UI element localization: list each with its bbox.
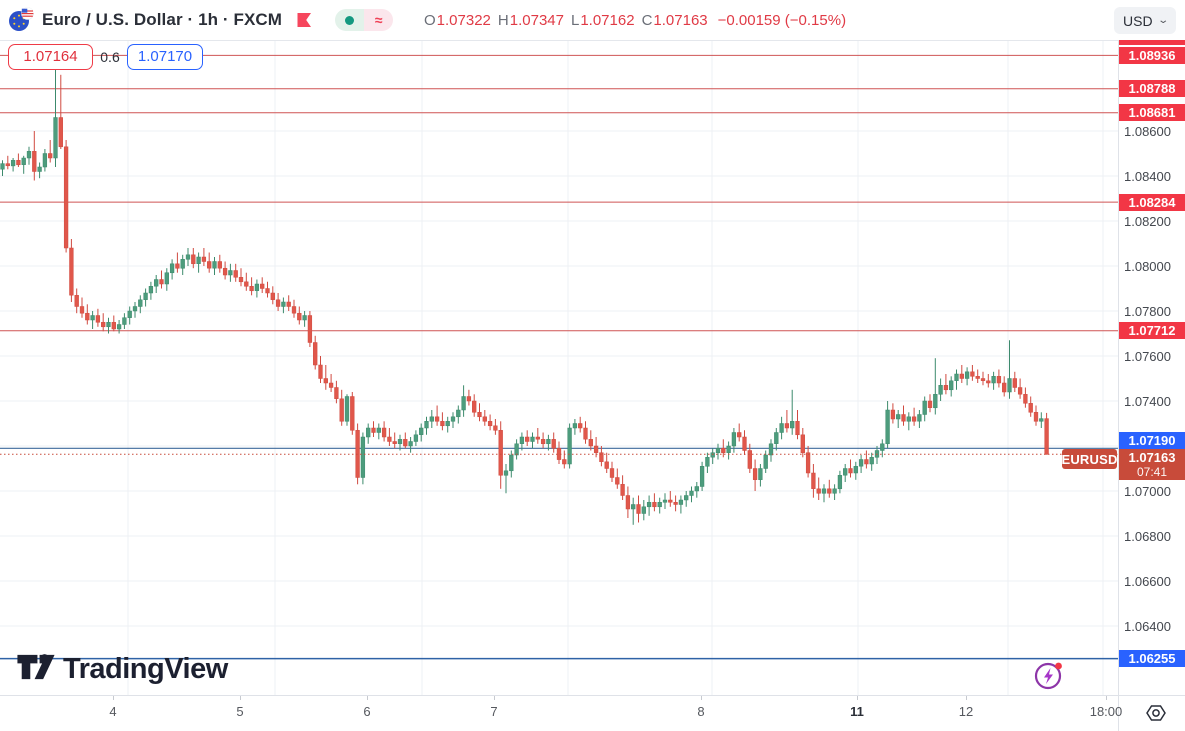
candlestick-chart[interactable] [0, 0, 1118, 695]
high-label: H [497, 11, 509, 29]
clipped-alert-label [1119, 40, 1185, 45]
alert-price-label[interactable]: 1.07712 [1119, 322, 1185, 340]
time-axis[interactable]: 4 5 6 7 8 11 12 18:00 [0, 696, 1122, 731]
eur-usd-flags-icon [8, 7, 34, 33]
low-label: L [570, 11, 580, 29]
last-price-value: 1.07163 [1128, 449, 1176, 465]
high-value: 1.07347 [509, 11, 564, 29]
alert-price-label[interactable]: 1.08936 [1119, 46, 1185, 64]
line-price-label[interactable]: 1.07190 [1119, 431, 1185, 449]
delayed-data-indicator: ≈ [364, 9, 394, 31]
price-axis-label: 1.08400 [1124, 168, 1171, 184]
tradingview-logo-icon [16, 649, 56, 690]
time-axis-tick [1106, 696, 1107, 700]
low-value: 1.07162 [580, 11, 635, 29]
currency-label: USD [1123, 12, 1153, 29]
price-axis-label: 1.08600 [1124, 123, 1171, 139]
tradingview-watermark: TradingView [16, 649, 228, 690]
header-divider [0, 40, 1118, 41]
time-axis-tick [113, 696, 114, 700]
time-axis-label: 5 [236, 704, 244, 719]
price-axis-label: 1.08000 [1124, 258, 1171, 274]
price-axis-label: 1.06400 [1124, 618, 1171, 634]
time-axis-tick [857, 696, 858, 700]
time-axis-tick [494, 696, 495, 700]
symbol-block[interactable]: Euro / U.S. Dollar · 1h · FXCM ≈ [8, 0, 394, 40]
price-axis-label: 1.07000 [1124, 483, 1171, 499]
time-axis-tick [966, 696, 967, 700]
open-label: O [424, 11, 436, 29]
symbol-title[interactable]: Euro / U.S. Dollar · 1h · FXCM [42, 10, 283, 29]
time-axis-label: 8 [697, 704, 705, 719]
time-axis-tick [367, 696, 368, 700]
close-value: 1.07163 [653, 11, 708, 29]
chart-corner-button[interactable] [1144, 701, 1168, 725]
time-axis-label: 6 [363, 704, 371, 719]
price-axis-label: 1.07800 [1124, 303, 1171, 319]
flag-marker-icon[interactable] [296, 12, 313, 28]
symbol-price-tag[interactable]: EURUSD [1061, 449, 1117, 470]
close-label: C [641, 11, 653, 29]
order-price-tags: 1.07164 0.6 1.07170 [0, 43, 203, 70]
buy-price-tag[interactable]: 1.07170 [127, 43, 203, 70]
watermark-text: TradingView [63, 653, 228, 685]
bar-countdown: 07:41 [1136, 464, 1168, 479]
price-axis-label: 1.07400 [1124, 393, 1171, 409]
change-value: −0.00159 (−0.15%) [717, 11, 847, 29]
price-axis-label: 1.06800 [1124, 528, 1171, 544]
time-axis-label: 4 [109, 704, 117, 719]
time-axis-tick [240, 696, 241, 700]
alert-price-label[interactable]: 1.08681 [1119, 104, 1185, 122]
last-price-label: 1.07163 07:41 [1119, 449, 1185, 481]
time-axis-label: 7 [490, 704, 498, 719]
time-axis-label: 11 [850, 704, 864, 719]
open-value: 1.07322 [436, 11, 491, 29]
alert-price-label[interactable]: 1.08788 [1119, 80, 1185, 98]
alert-price-label[interactable]: 1.08284 [1119, 193, 1185, 211]
time-axis-label: 12 [958, 704, 974, 719]
time-axis-divider [0, 695, 1185, 696]
instant-trading-button[interactable] [1033, 659, 1065, 691]
market-open-dot-icon [345, 15, 355, 25]
market-open-indicator [335, 9, 365, 31]
currency-selector-button[interactable]: USD ⌄ [1114, 7, 1176, 34]
price-axis-label: 1.08200 [1124, 213, 1171, 229]
time-axis-tick [701, 696, 702, 700]
price-axis-label: 1.06600 [1124, 573, 1171, 589]
line-price-label[interactable]: 1.06255 [1119, 650, 1185, 668]
spread-label: 0.6 [100, 48, 120, 65]
sell-price-tag[interactable]: 1.07164 [8, 43, 93, 70]
ohlc-readout: O1.07322 H1.07347 L1.07162 C1.07163 −0.0… [424, 0, 846, 40]
market-status-toggle[interactable]: ≈ [335, 9, 394, 31]
price-axis-label: 1.07600 [1124, 348, 1171, 364]
price-axis-divider [1118, 0, 1119, 731]
chevron-down-icon: ⌄ [1156, 15, 1169, 26]
chart-header: Euro / U.S. Dollar · 1h · FXCM ≈ O1.0732… [0, 0, 1185, 40]
price-axis[interactable]: 1.08600 1.08400 1.08200 1.08000 1.07800 1.076… [1119, 0, 1185, 695]
time-axis-label: 18:00 [1089, 704, 1123, 719]
